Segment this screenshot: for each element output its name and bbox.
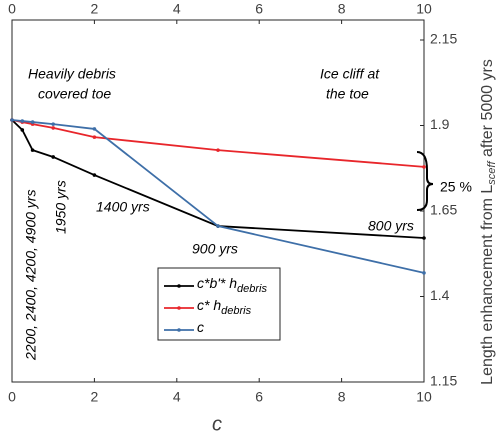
y2-axis-label: Length enhancement from Lsceff after 500… [479,59,498,385]
x-tick-label-top: 2 [91,1,99,17]
data-point [20,128,25,132]
data-point [216,148,220,152]
data-point [20,119,25,123]
x-tick-label-top: 6 [255,1,263,17]
legend-label: c [197,319,204,335]
annotation: Ice cliff at [320,66,380,82]
legend-name: c*b'* h [197,275,237,291]
legend-label: c* hdebris [197,297,252,317]
x-tick-label: 8 [338,389,346,405]
x-tick-label-top: 8 [338,1,346,17]
annotation: 2200, 2400, 4200, 4900 yrs [23,190,39,361]
y2-axis-label-tail: after 5000 yrs [479,59,496,161]
series-line [11,119,425,239]
x-tick-label-top: 0 [8,1,16,17]
x-tick-label: 4 [173,389,181,405]
annotation: 25 % [440,179,472,195]
legend-marker [177,306,181,310]
x-tick-label-top: 4 [173,1,181,17]
y2-tick-label: 1.9 [430,116,450,132]
x-tick-label: 2 [91,389,99,405]
data-point [51,155,55,159]
annotation: 1400 yrs [96,199,150,215]
data-point [51,126,55,130]
data-point [92,135,97,139]
x-tick-label: 10 [416,389,432,405]
data-point [92,127,97,131]
legend-name-sub: debris [221,305,251,317]
data-point [92,173,97,177]
annotation: the toe [326,86,369,102]
data-point [30,120,35,124]
data-point [422,236,426,240]
x-axis-label: c [212,413,222,435]
legend-marker [177,328,181,332]
data-point [422,165,426,169]
x-tick-label-top: 10 [416,1,432,17]
legend-label: c*b'* hdebris [197,275,267,295]
plot-frame [11,19,425,383]
y2-tick-label: 1.15 [430,373,457,389]
data-point [30,148,35,152]
annotation: Heavily debris [28,66,116,82]
y2-tick-label: 2.15 [430,31,457,47]
legend-name: c [197,319,204,335]
bracket [416,151,434,211]
data-point [422,271,426,275]
annotation: 1950 yrs [53,180,69,234]
y2-axis-label-main: Length enhancement from L [479,185,496,385]
legend-marker [177,284,181,288]
data-point [51,122,55,126]
y2-tick-label: 1.65 [430,202,457,218]
data-point [216,224,220,228]
x-tick-label: 0 [8,389,16,405]
y2-tick-label: 1.4 [430,287,450,303]
annotation: 900 yrs [192,241,238,257]
legend [157,267,281,341]
marks [10,118,426,275]
data-point [10,118,14,122]
legend-name: c* h [197,297,221,313]
legend-name-sub: debris [237,283,267,295]
x-tick-label: 6 [255,389,263,405]
annotation: covered toe [38,86,111,102]
y2-axis-label-sub: sceff [486,161,498,185]
annotation: 800 yrs [368,218,414,234]
